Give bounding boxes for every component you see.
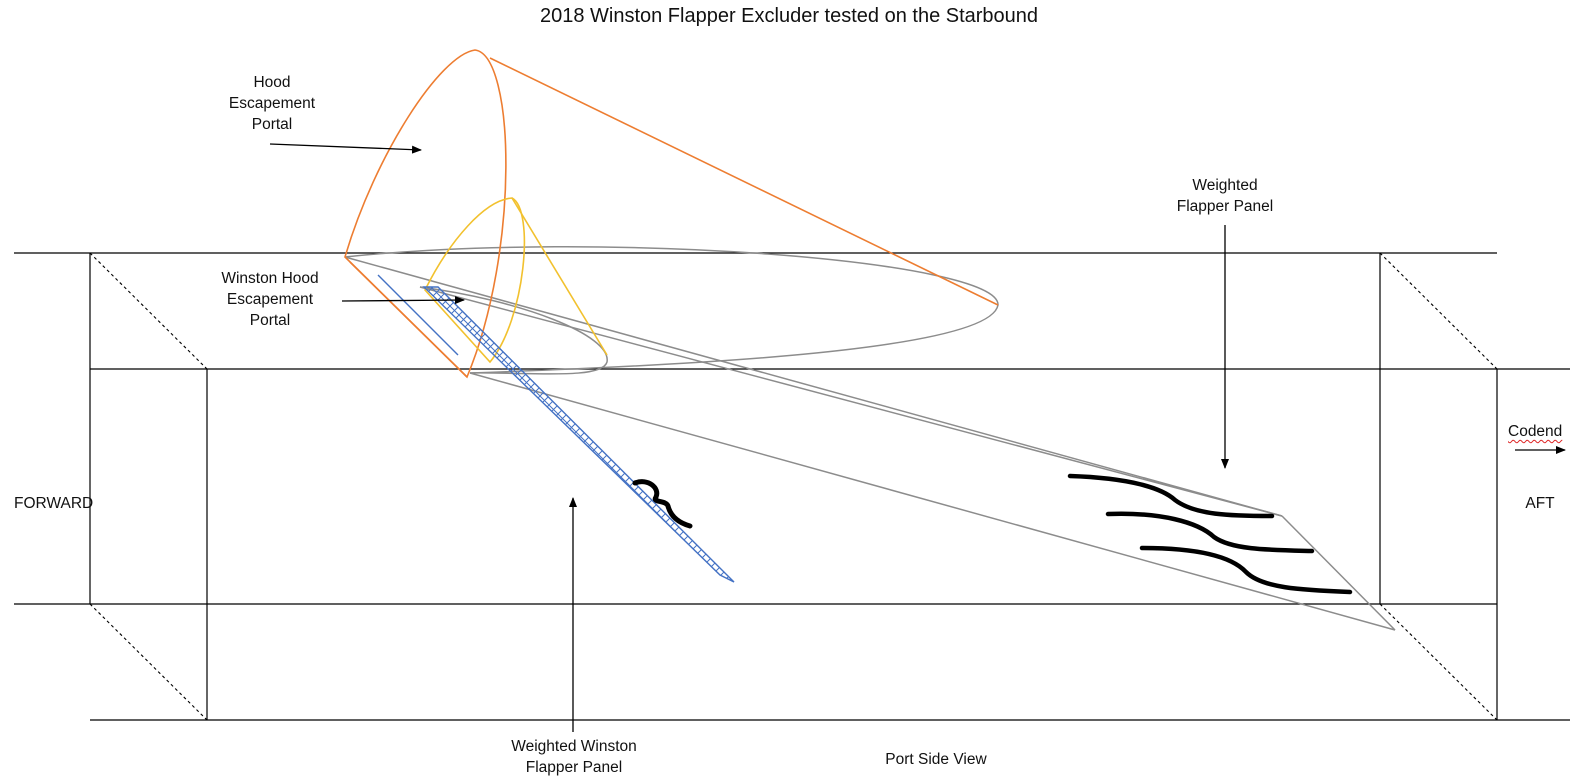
weighted-winston-flapper-panel-label: Weighted Winston Flapper Panel: [494, 736, 654, 778]
hood-cone-edge: [489, 57, 999, 306]
weighted-flapper-panel-label-line-1: Weighted: [1192, 177, 1258, 194]
funnel-aft-edge: [1281, 515, 1396, 631]
hood-portal-label-line-3: Portal: [251, 116, 293, 133]
hood-inner-edge: [349, 261, 468, 378]
diagram-title: 2018 Winston Flapper Excluder tested on …: [539, 5, 1039, 27]
flapper-curve-2: [1105, 511, 1315, 554]
flapper-curve-3: [1139, 545, 1353, 595]
winston-hood-portal-arrow: [341, 296, 465, 305]
hood-portal-label-line-1: Hood: [253, 74, 291, 91]
view-label: Port Side View: [885, 751, 987, 768]
hood-portal-label: Hood Escapement Portal: [212, 72, 332, 135]
winston-panel-weight: [632, 479, 693, 529]
forward-label: FORWARD: [14, 495, 94, 512]
funnel-lower-edge: [469, 372, 1396, 631]
dashed-edge-left-bottom: [89, 603, 208, 721]
winston-panel-guide-line: [377, 274, 459, 356]
winston-hood-cone-edge: [511, 197, 608, 356]
callout-arrows: [269, 143, 1566, 732]
net-frame: [14, 252, 1570, 721]
winston-hood-portal-label-line-3: Portal: [249, 312, 291, 329]
hood-loop: [344, 49, 507, 379]
funnel-ellipse: [344, 246, 999, 374]
codend-label: Codend: [1508, 423, 1563, 440]
hood-portal-label-line-2: Escapement: [228, 95, 316, 112]
weighted-winston-panel-label-line-1: Weighted Winston: [511, 738, 637, 755]
winston-hood-portal-outline: [424, 197, 608, 364]
dashed-edge-right-top: [1379, 252, 1498, 370]
weighted-flapper-panel-label-line-2: Flapper Panel: [1176, 198, 1274, 215]
winston-hood-loop: [424, 197, 526, 364]
hood-escapement-portal-outline: [344, 49, 999, 379]
winston-panel-mesh: [422, 286, 735, 583]
dashed-edge-left-top: [89, 252, 208, 370]
hood-portal-arrow: [269, 143, 422, 154]
flapper-curve-1: [1067, 473, 1275, 519]
weighted-flapper-panel-label: Weighted Flapper Panel: [1160, 175, 1290, 217]
funnel-inner-small-ellipse: [419, 286, 608, 375]
weighted-flapper-panel-curves: [1067, 473, 1353, 595]
funnel-top-edge: [344, 256, 1283, 517]
weighted-winston-panel-label-line-2: Flapper Panel: [525, 759, 623, 776]
gray-funnel-outline: [344, 246, 1396, 631]
winston-hood-portal-label: Winston Hood Escapement Portal: [205, 268, 335, 331]
aft-label: AFT: [1525, 495, 1555, 512]
winston-hood-portal-label-line-1: Winston Hood: [221, 270, 319, 287]
dashed-edge-right-bottom: [1379, 603, 1498, 721]
winston-hood-portal-label-line-2: Escapement: [226, 291, 314, 308]
funnel-inner-edge: [419, 286, 1283, 517]
winston-panel: [377, 274, 735, 583]
